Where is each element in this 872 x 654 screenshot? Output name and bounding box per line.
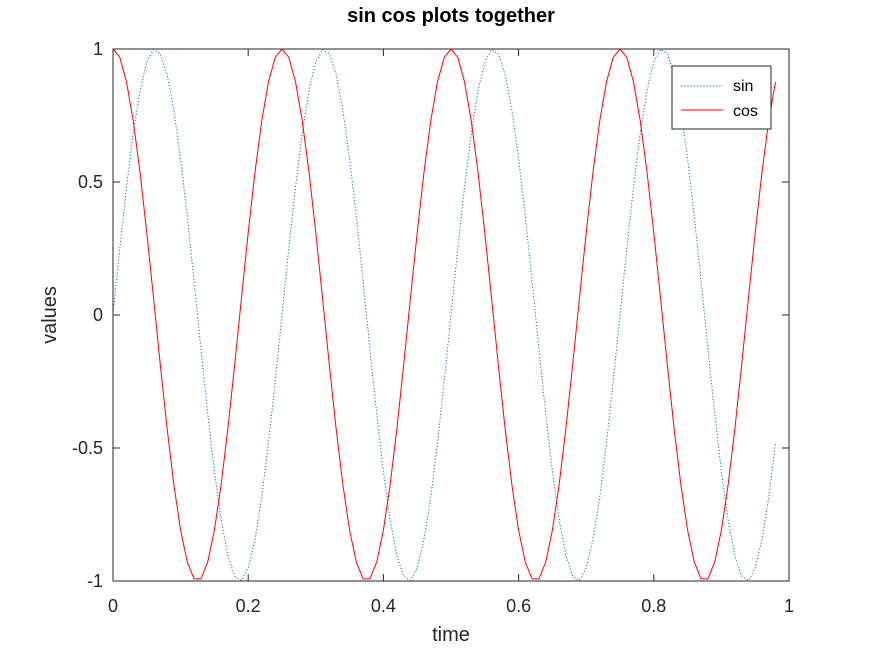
legend-sin-label: sin (733, 78, 753, 95)
plot-area: 0 0.2 0.4 0.6 0.8 1 -1 -0.5 0 0.5 1 (72, 39, 794, 616)
x-tick-label: 0.2 (236, 596, 261, 616)
chart-title: sin cos plots together (347, 5, 555, 27)
axis-ticks: 0 0.2 0.4 0.6 0.8 1 -1 -0.5 0 0.5 1 (72, 39, 794, 616)
legend: sin cos (671, 65, 772, 130)
legend-cos-label: cos (733, 103, 758, 120)
series-line-sin (112, 48, 776, 582)
legend-box (671, 65, 772, 130)
y-tick-label: -0.5 (72, 438, 103, 458)
x-tick-label: 0.6 (506, 596, 531, 616)
x-tick-label: 0.8 (641, 596, 666, 616)
y-tick-label: -1 (87, 571, 103, 591)
x-axis-label: time (432, 624, 470, 646)
y-tick-label: 0.5 (78, 172, 103, 192)
x-tick-label: 1 (784, 596, 794, 616)
series-layer (112, 48, 776, 582)
series-line-cos (112, 48, 776, 580)
y-axis-label: values (39, 286, 61, 344)
x-tick-label: 0.4 (371, 596, 396, 616)
x-tick-label: 0 (108, 596, 118, 616)
y-tick-label: 0 (93, 305, 103, 325)
y-tick-label: 1 (93, 39, 103, 59)
